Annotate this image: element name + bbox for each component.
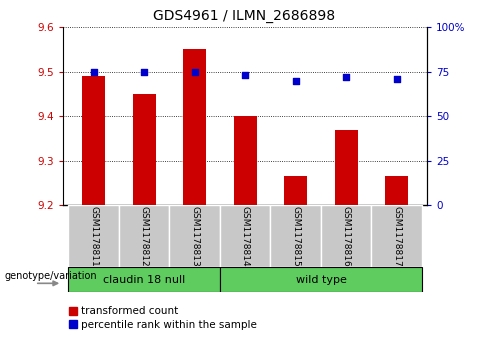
Text: GSM1178813: GSM1178813 xyxy=(190,206,199,267)
Bar xyxy=(119,205,169,267)
Point xyxy=(191,69,199,75)
Bar xyxy=(234,116,257,205)
Bar xyxy=(335,130,358,205)
Point xyxy=(342,74,350,80)
Legend: transformed count, percentile rank within the sample: transformed count, percentile rank withi… xyxy=(69,306,257,330)
Point xyxy=(141,69,148,75)
Text: GSM1178815: GSM1178815 xyxy=(291,206,300,267)
Bar xyxy=(371,205,422,267)
Text: GDS4961 / ILMN_2686898: GDS4961 / ILMN_2686898 xyxy=(153,9,335,23)
Bar xyxy=(133,94,156,205)
Text: GSM1178817: GSM1178817 xyxy=(392,206,401,267)
Bar xyxy=(321,205,371,267)
Point xyxy=(242,72,249,78)
Bar xyxy=(183,49,206,205)
Point xyxy=(393,76,401,82)
Text: genotype/variation: genotype/variation xyxy=(5,271,98,281)
Bar xyxy=(82,76,105,205)
Bar xyxy=(285,176,307,205)
Bar xyxy=(220,205,270,267)
Point xyxy=(292,78,300,83)
Text: claudin 18 null: claudin 18 null xyxy=(103,274,185,285)
Text: GSM1178816: GSM1178816 xyxy=(342,206,351,267)
Point xyxy=(90,69,98,75)
Text: wild type: wild type xyxy=(296,274,346,285)
Bar xyxy=(68,267,220,292)
Text: GSM1178812: GSM1178812 xyxy=(140,206,149,267)
Bar xyxy=(68,205,119,267)
Bar xyxy=(220,267,422,292)
Bar xyxy=(386,176,408,205)
Bar xyxy=(169,205,220,267)
Text: GSM1178811: GSM1178811 xyxy=(89,206,98,267)
Bar xyxy=(270,205,321,267)
Text: GSM1178814: GSM1178814 xyxy=(241,206,250,267)
